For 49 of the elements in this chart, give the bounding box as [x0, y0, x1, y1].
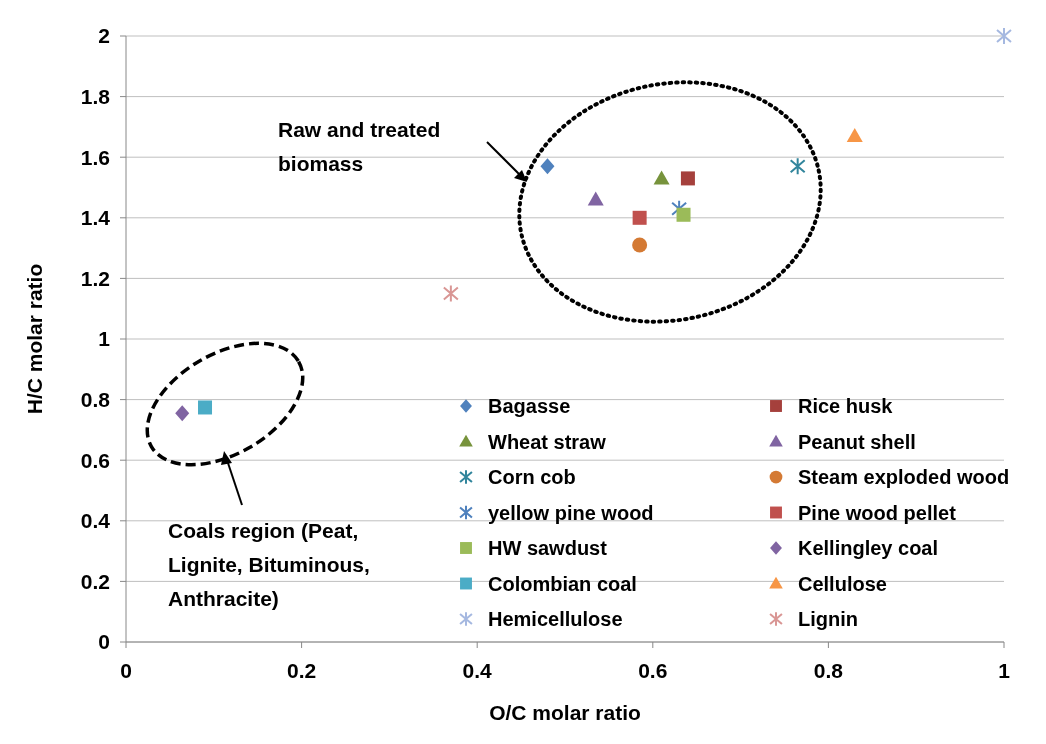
point — [540, 158, 555, 175]
y-tick-label: 0.6 — [80, 448, 110, 472]
legend-label: Bagasse — [488, 395, 571, 417]
point — [587, 191, 604, 206]
point — [653, 170, 670, 185]
y-axis-title: H/C molar ratio — [23, 263, 46, 415]
y-tick-label: 1.2 — [80, 266, 110, 290]
point — [680, 171, 695, 186]
legend-label: Hemicellulose — [488, 608, 623, 630]
annotation: Raw and treated biomass — [278, 118, 441, 175]
legend-label: Corn cob — [488, 466, 576, 488]
y-tick-label: 0.8 — [80, 387, 111, 411]
point — [175, 405, 190, 422]
annotation: Coals region (Peat, Lignite, Bituminous, Anthracite) — [168, 519, 370, 610]
point — [846, 127, 863, 142]
x-tick-label: 0.8 — [813, 659, 844, 682]
x-tick-label: 0.2 — [287, 659, 317, 682]
y-tick-label: 2 — [98, 24, 110, 48]
y-tick-label: 1.4 — [80, 206, 111, 230]
point — [632, 237, 648, 253]
legend-label: Rice husk — [798, 395, 894, 417]
legend-label: Cellulose — [798, 572, 887, 595]
y-tick-label: 0.2 — [80, 569, 110, 593]
point — [442, 284, 459, 303]
x-tick-label: 0.4 — [462, 659, 493, 682]
point — [676, 207, 691, 222]
legend-label: yellow pine wood — [488, 501, 654, 524]
y-tick-label: 0.4 — [80, 509, 111, 533]
y-tick-label: 1.8 — [80, 84, 111, 108]
x-tick-label: 0 — [120, 659, 132, 682]
point — [789, 157, 806, 176]
x-tick-label: 1 — [998, 659, 1011, 682]
legend-label: Lignin — [798, 608, 858, 630]
point — [671, 199, 688, 218]
legend-label: Pine wood pellet — [798, 501, 957, 524]
legend-label: Wheat straw — [488, 430, 607, 453]
point — [632, 210, 647, 225]
x-tick-label: 0.6 — [638, 659, 668, 682]
legend-label: Peanut shell — [798, 430, 916, 453]
legend-label: HW sawdust — [488, 537, 608, 559]
legend-label: Kellingley coal — [798, 537, 939, 559]
x-axis-title: O/C molar ratio — [489, 701, 641, 724]
y-tick-label: 0 — [98, 630, 110, 654]
point — [996, 27, 1012, 45]
y-tick-label: 1 — [98, 327, 111, 351]
y-tick-label: 1.6 — [80, 145, 110, 169]
legend-label: Colombian coal — [488, 572, 637, 595]
legend-label: Steam exploded wood — [798, 466, 1010, 488]
point — [198, 400, 213, 415]
